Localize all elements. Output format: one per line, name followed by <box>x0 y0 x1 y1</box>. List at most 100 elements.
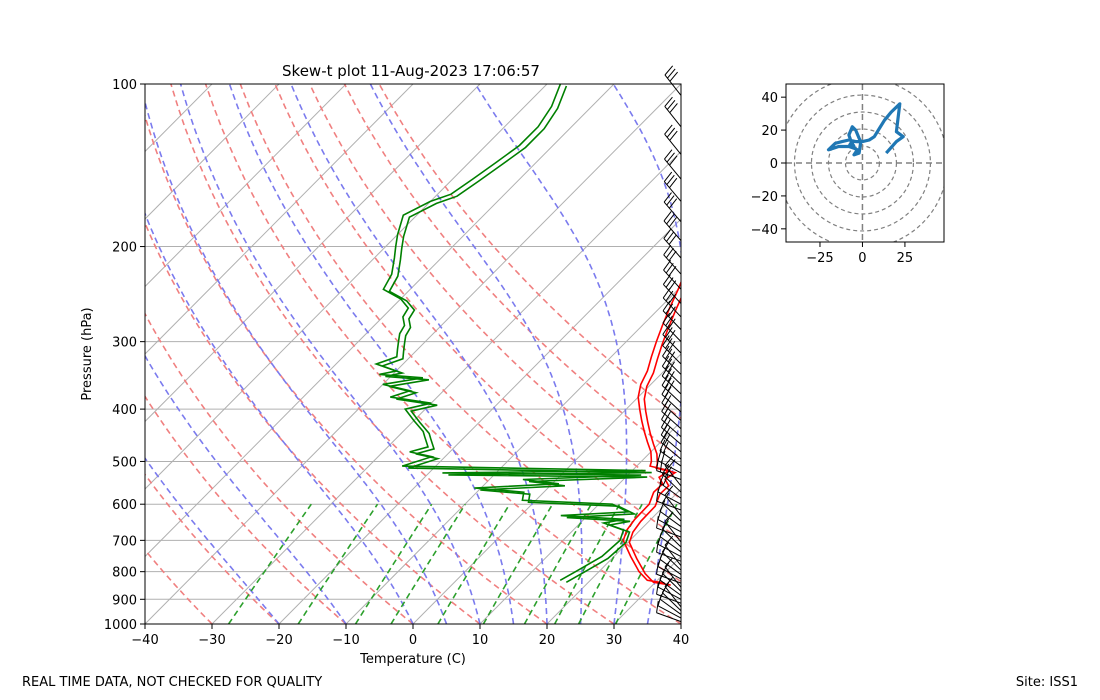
hodograph-x-tick-label: 25 <box>897 251 914 266</box>
y-tick-label: 800 <box>112 566 137 581</box>
isotherm--40 <box>145 84 681 624</box>
isotherm--50 <box>145 84 615 558</box>
wind-barb <box>663 211 682 241</box>
wind-barb <box>656 582 682 604</box>
hodograph-y-tick-label: 20 <box>761 124 778 139</box>
wind-barb <box>664 124 682 155</box>
x-tick-label: −30 <box>198 633 225 648</box>
isotherm-gridlines <box>0 84 681 624</box>
y-tick-label: 500 <box>112 455 137 470</box>
skewt-panel: −40 −30 −20 −10 0 10 20 30 40 100 200 300 400 500 600… <box>0 62 690 667</box>
wind-barb <box>659 500 682 527</box>
hodograph-y-tick-label: −20 <box>751 190 778 205</box>
y-axis-ticks: 100 200 300 400 500 600 700 800 900 1000 <box>104 78 145 633</box>
wind-barb <box>656 562 682 584</box>
wind-barb <box>662 324 682 354</box>
wind-barb <box>659 439 682 467</box>
moist-adiabat-30 <box>474 84 628 624</box>
wind-barb <box>663 171 682 202</box>
x-tick-label: 10 <box>472 633 489 648</box>
isotherm--110 <box>145 84 213 153</box>
mixing-ratio-0.4 <box>227 503 312 624</box>
dewpoint-profile <box>373 84 646 581</box>
wind-barb <box>664 557 682 588</box>
wind-barb <box>662 300 682 330</box>
wind-barb <box>661 492 682 522</box>
hodograph-ticks: −25 0 25 −40 −20 0 20 40 <box>751 91 914 266</box>
sounding-series <box>373 84 681 586</box>
y-tick-label: 700 <box>112 534 137 549</box>
hodograph-x-tick-label: 0 <box>858 251 866 266</box>
isobar-gridlines <box>145 84 681 624</box>
hodograph-y-tick-label: −40 <box>751 223 778 238</box>
mixing-ratio-3 <box>390 503 466 624</box>
hodograph-panel: −25 0 25 −40 −20 0 20 40 <box>751 83 945 266</box>
wind-barb <box>657 480 682 505</box>
x-tick-label: 40 <box>673 633 690 648</box>
mixing-ratio-5 <box>437 503 511 624</box>
isotherm-40 <box>680 623 681 624</box>
wind-barb <box>663 192 682 223</box>
dry-adiabat-30 <box>170 84 615 624</box>
dry-adiabat--30 <box>145 548 213 624</box>
wind-barb <box>656 600 682 623</box>
moist-adiabat-35 <box>612 84 681 624</box>
wind-barb <box>659 471 682 499</box>
y-tick-label: 600 <box>112 498 137 513</box>
wind-barb <box>661 365 682 395</box>
moist-adiabat-20 <box>290 84 548 624</box>
hodograph-trace <box>826 102 905 157</box>
wind-barb <box>661 374 682 404</box>
isotherm--20 <box>278 218 681 624</box>
moist-adiabat-15 <box>228 84 515 624</box>
dry-adiabat-90 <box>378 84 681 420</box>
isotherm--100 <box>145 84 280 220</box>
x-tick-label: −10 <box>332 633 359 648</box>
moist-adiabat-5 <box>145 98 448 624</box>
mixing-ratio-8 <box>482 503 554 624</box>
x-tick-label: 0 <box>409 633 417 648</box>
dry-adiabat-60 <box>274 84 681 541</box>
site-label: Site: ISS1 <box>1016 675 1078 690</box>
dry-adiabat-70 <box>308 84 681 500</box>
isotherm--130 <box>0 84 78 624</box>
dry-adiabat-10 <box>145 221 481 624</box>
dry-adiabats <box>145 84 681 624</box>
x-tick-label: −40 <box>131 633 158 648</box>
wind-barb <box>663 244 682 275</box>
x-axis-label: Temperature (C) <box>359 652 466 667</box>
hodograph-series <box>826 102 905 157</box>
temperature-profile <box>622 280 681 584</box>
wind-barb <box>662 335 682 365</box>
hodograph-rings <box>786 84 944 242</box>
y-tick-label: 900 <box>112 593 137 608</box>
dry-adiabat-0 <box>145 312 414 624</box>
dry-adiabat-50 <box>239 84 681 583</box>
dry-adiabat-80 <box>343 84 681 460</box>
isotherm--10 <box>345 285 681 624</box>
dry-adiabat--20 <box>145 473 280 624</box>
wind-barb <box>656 540 682 562</box>
wind-barb <box>664 65 682 96</box>
isotherm-30 <box>613 555 681 624</box>
wind-barbs <box>656 65 682 623</box>
isotherm--90 <box>145 84 347 288</box>
moist-adiabat-25 <box>369 84 583 624</box>
isotherm--30 <box>211 150 681 624</box>
y-tick-label: 200 <box>112 241 137 256</box>
hodograph-ring-30 <box>810 111 915 215</box>
y-tick-label: 1000 <box>104 618 137 633</box>
hodograph-y-tick-label: 0 <box>770 157 778 172</box>
hodograph-x-tick-label: −25 <box>806 251 833 266</box>
isotherm--60 <box>145 84 548 490</box>
wind-barb <box>662 312 682 342</box>
wind-barb <box>664 149 682 180</box>
isotherm-20 <box>546 488 681 624</box>
dry-adiabat-20 <box>145 113 548 624</box>
isotherm-0 <box>412 353 681 624</box>
moist-adiabat--20 <box>145 456 280 624</box>
wind-barb <box>664 485 682 516</box>
moist-adiabats <box>145 84 681 624</box>
x-tick-label: 30 <box>606 633 623 648</box>
